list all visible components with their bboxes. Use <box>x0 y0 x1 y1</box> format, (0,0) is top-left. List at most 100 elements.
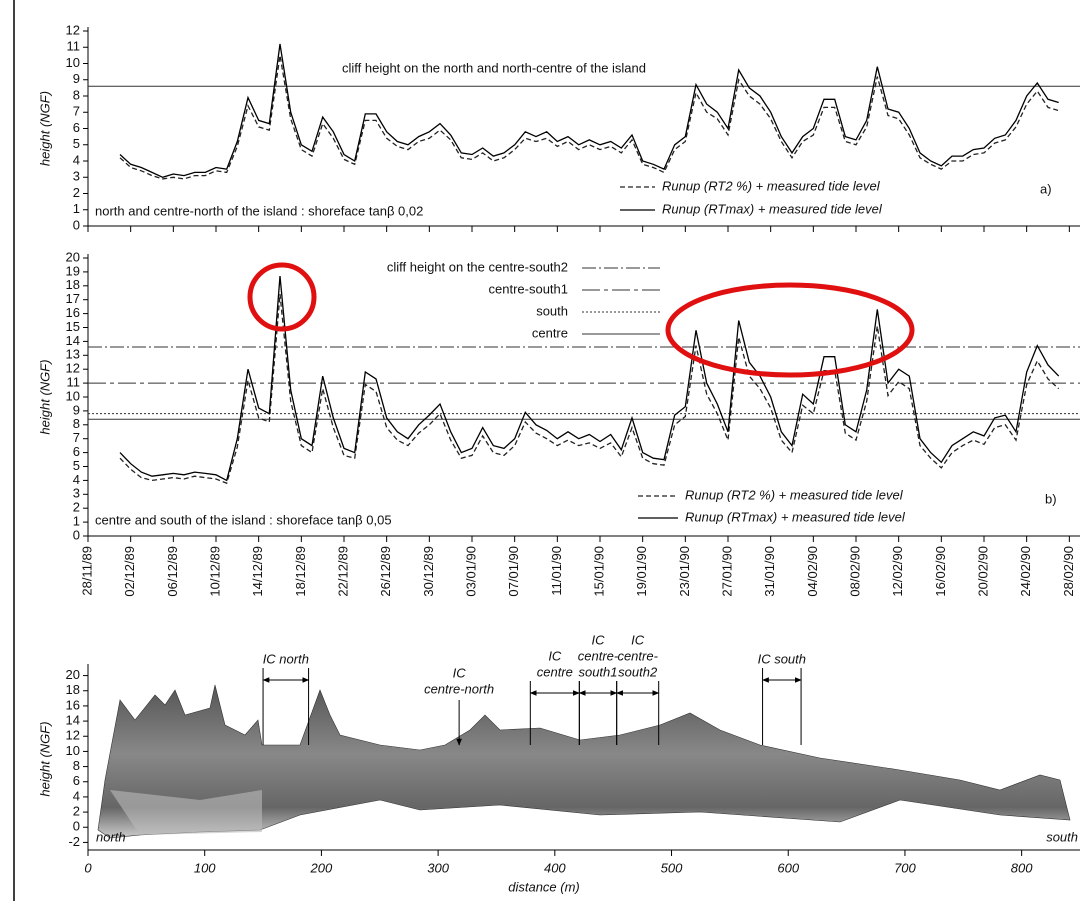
x-tick-label: 28/11/89 <box>79 546 94 596</box>
ic-label: centre <box>537 664 573 679</box>
legend-label: Runup (RT2 %) + measured tide level <box>685 487 904 502</box>
y-tick-label: 17 <box>66 291 80 306</box>
y-tick-label: 1 <box>73 514 80 529</box>
y-tick-label: 4 <box>73 152 80 167</box>
runup-line <box>119 276 1060 482</box>
x-tick-label: 08/02/90 <box>847 546 862 597</box>
x-tick-label: 15/01/90 <box>591 546 606 597</box>
x-tick-label: 12/02/90 <box>890 546 905 597</box>
y-tick-label: 7 <box>73 430 80 445</box>
ic-label: south2 <box>618 664 658 679</box>
x-tick-label: 24/02/90 <box>1018 546 1033 597</box>
ic-label: IC <box>592 632 606 647</box>
panel-label: b) <box>1045 491 1057 506</box>
y-tick-label: 16 <box>66 305 80 320</box>
y-tick-label: 5 <box>73 458 80 473</box>
x-tick-label: 11/01/90 <box>549 546 564 596</box>
x-tick-label: 100 <box>194 860 216 875</box>
y-tick-label: 14 <box>66 333 80 348</box>
x-tick-label: 16/02/90 <box>933 546 948 597</box>
y-tick-label: 5 <box>73 136 80 151</box>
y-tick-label: 2 <box>73 185 80 200</box>
y-tick-label: 0 <box>73 217 80 232</box>
y-tick-label: 0 <box>73 819 80 834</box>
x-tick-label: 04/02/90 <box>805 546 820 597</box>
y-tick-label: 18 <box>66 682 80 697</box>
y-tick-label: 1 <box>73 201 80 216</box>
runup-line <box>119 294 1060 485</box>
y-tick-label: 6 <box>73 444 80 459</box>
terrain-rendering <box>97 684 1071 839</box>
y-tick-label: 0 <box>73 527 80 542</box>
x-tick-label: 200 <box>310 860 333 875</box>
y-tick-label: 11 <box>67 39 81 54</box>
x-tick-label: 800 <box>1011 860 1033 875</box>
y-tick-label: 16 <box>66 697 80 712</box>
y-tick-label: 10 <box>66 743 80 758</box>
cliff-label: south <box>536 303 568 318</box>
y-tick-label: 9 <box>73 71 80 86</box>
y-tick-label: -2 <box>68 834 80 849</box>
x-tick-label: 20/02/90 <box>975 546 990 597</box>
y-tick-label: 12 <box>66 728 80 743</box>
ic-label: centre-north <box>424 681 494 696</box>
y-tick-label: 10 <box>66 388 80 403</box>
highlight-ellipse <box>665 282 915 378</box>
x-tick-label: 400 <box>544 860 566 875</box>
panel-label: a) <box>1040 181 1052 196</box>
cliff-label: centre-south1 <box>489 281 569 296</box>
runup-line <box>119 43 1059 178</box>
x-tick-label: 22/12/89 <box>335 546 350 597</box>
ic-label: IC <box>631 632 645 647</box>
y-tick-label: 9 <box>73 402 80 417</box>
y-tick-label: 15 <box>66 319 80 334</box>
legend-label: Runup (RTmax) + measured tide level <box>662 201 883 216</box>
x-tick-label: 600 <box>777 860 799 875</box>
y-tick-label: 19 <box>66 263 80 278</box>
panel-note: centre and south of the island : shorefa… <box>95 512 392 527</box>
y-tick-label: 11 <box>67 375 81 390</box>
x-tick-label: 19/01/90 <box>634 546 649 597</box>
y-tick-label: 6 <box>73 773 80 788</box>
y-tick-label: 8 <box>73 416 80 431</box>
ic-label: centre- <box>617 648 658 663</box>
x-tick-label: 07/01/90 <box>506 546 521 597</box>
ic-label: IC south <box>758 651 806 666</box>
y-axis-label: height (NGF) <box>37 721 52 796</box>
terrain-shadow <box>110 790 262 835</box>
ic-label: centre- <box>578 648 619 663</box>
x-tick-label: 06/12/89 <box>165 546 180 597</box>
y-axis-label: height (NGF) <box>37 91 52 166</box>
y-tick-label: 6 <box>73 120 80 135</box>
legend-label: Runup (RT2 %) + measured tide level <box>662 178 881 193</box>
ic-label: IC <box>453 665 467 680</box>
x-tick-label: 31/01/90 <box>762 546 777 597</box>
y-axis-label: height (NGF) <box>37 359 52 434</box>
x-tick-label: 27/01/90 <box>719 546 734 597</box>
legend-label: Runup (RTmax) + measured tide level <box>685 509 906 524</box>
ic-label: south1 <box>578 664 617 679</box>
y-tick-label: 2 <box>73 500 80 515</box>
y-tick-label: 12 <box>66 22 80 37</box>
x-tick-label: 03/01/90 <box>463 546 478 597</box>
y-tick-label: 20 <box>66 249 80 264</box>
cliff-label: cliff height on the north and north-cent… <box>342 61 646 76</box>
x-tick-label: 23/01/90 <box>677 546 692 597</box>
x-tick-label: 10/12/89 <box>207 546 222 597</box>
y-tick-label: 8 <box>73 87 80 102</box>
y-tick-label: 12 <box>66 361 80 376</box>
highlight-circle <box>247 262 317 332</box>
y-tick-label: 4 <box>73 472 80 487</box>
y-tick-label: 3 <box>73 169 80 184</box>
cliff-label: centre <box>532 325 568 340</box>
x-tick-label: 30/12/89 <box>421 546 436 597</box>
x-tick-label: 0 <box>84 860 92 875</box>
end-label: north <box>96 829 126 844</box>
cliff-label: cliff height on the centre-south2 <box>387 259 568 274</box>
x-tick-label: 14/12/89 <box>250 546 265 597</box>
ic-label: IC north <box>263 651 309 666</box>
y-tick-label: 8 <box>73 758 80 773</box>
panel-note: north and centre-north of the island : s… <box>95 203 423 218</box>
y-tick-label: 2 <box>73 804 80 819</box>
